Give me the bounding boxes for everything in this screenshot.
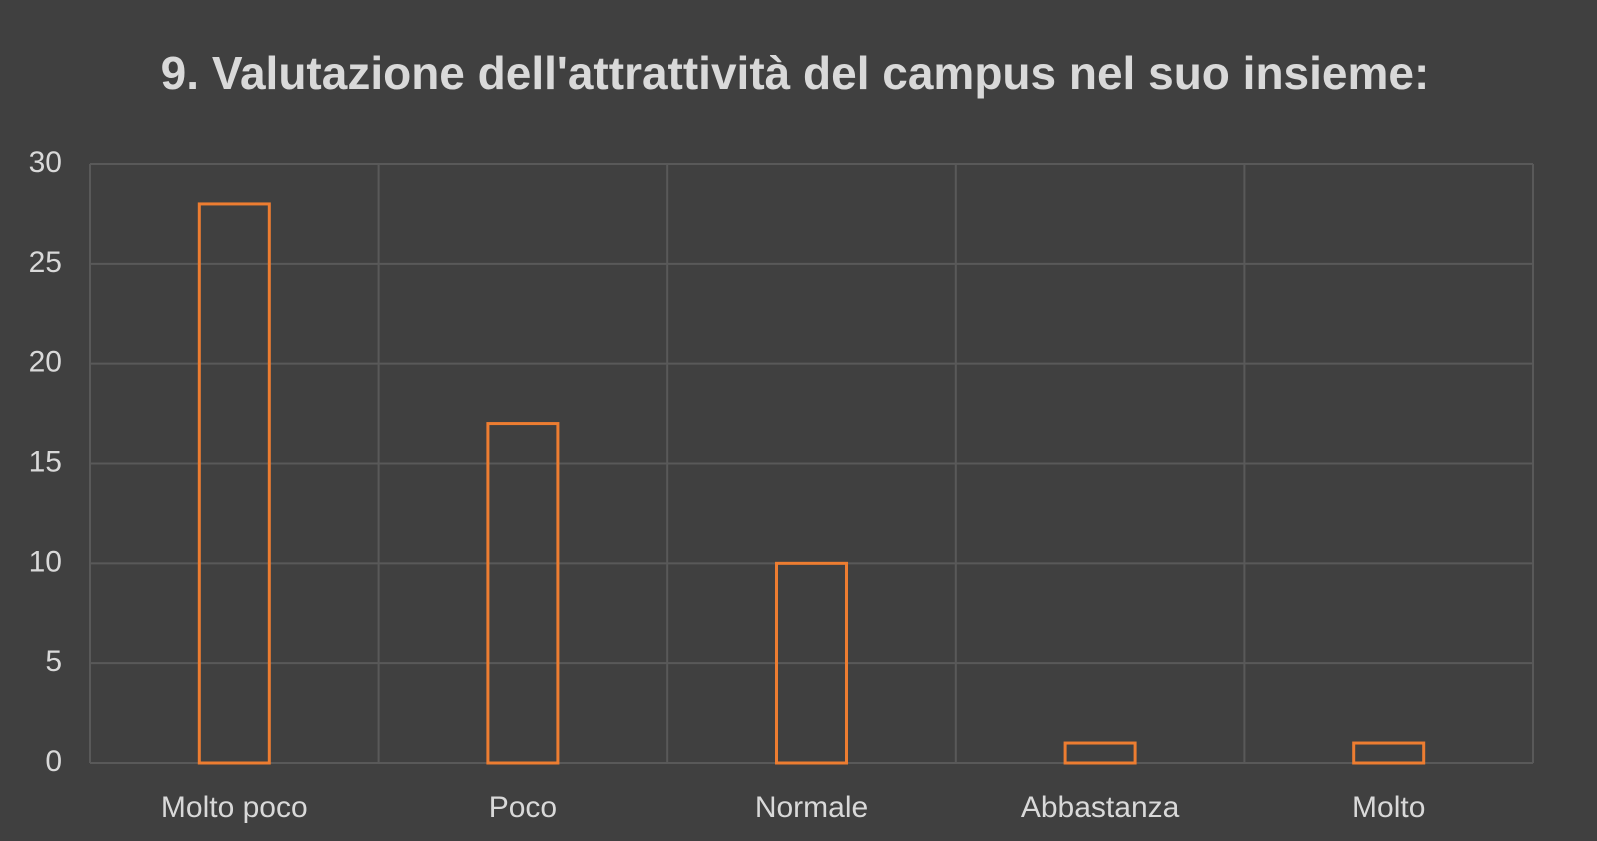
y-tick-label: 0 bbox=[45, 745, 62, 778]
x-tick-label: Molto poco bbox=[161, 791, 308, 824]
bar bbox=[486, 422, 560, 765]
y-tick-label: 25 bbox=[29, 246, 62, 279]
y-tick-label: 10 bbox=[29, 545, 62, 578]
chart-title: 9. Valutazione dell'attrattività del cam… bbox=[160, 47, 1430, 99]
x-tick-label: Molto bbox=[1352, 791, 1425, 824]
x-tick-label: Normale bbox=[755, 791, 868, 824]
bar bbox=[1063, 741, 1137, 765]
y-tick-label: 20 bbox=[29, 346, 62, 379]
y-tick-label: 30 bbox=[29, 146, 62, 179]
y-tick-label: 5 bbox=[45, 645, 62, 678]
y-tick-label: 15 bbox=[29, 445, 62, 478]
x-tick-label: Abbastanza bbox=[1021, 791, 1180, 824]
bar bbox=[775, 561, 848, 765]
x-tick-label: Poco bbox=[489, 791, 557, 824]
bar bbox=[197, 202, 271, 765]
bar bbox=[1352, 741, 1426, 765]
